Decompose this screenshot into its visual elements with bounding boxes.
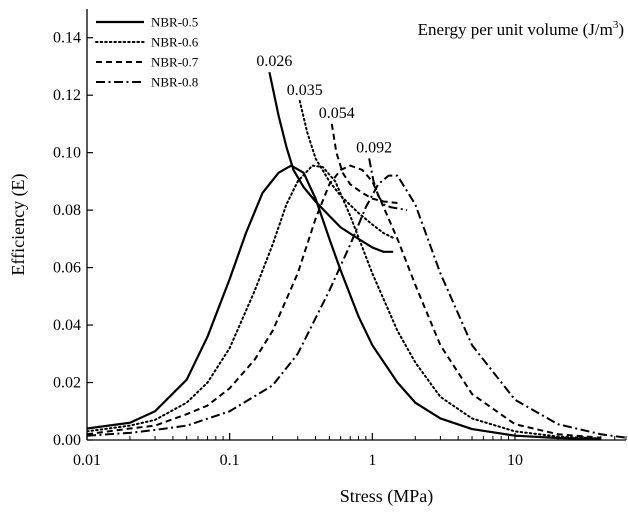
energy-annotation: 0.092 [356,139,392,156]
legend-label: NBR-0.6 [151,35,199,50]
series-NBR-0.7-efficiency-line [87,164,601,439]
legend-label: NBR-0.7 [151,55,199,70]
energy-annotation: 0.035 [287,82,323,99]
energy-annotation: 0.026 [256,53,292,70]
legend-label: NBR-0.5 [151,15,198,30]
series-NBR-0.6-efficiency-line [87,164,602,440]
y-tick-label: 0.08 [53,202,81,219]
y-tick-label: 0.12 [53,87,81,104]
series-NBR-0.6-energy-line [298,99,397,240]
y-tick-label: 0.10 [53,145,81,162]
y-axis-title: Efficiency (E) [8,173,29,275]
x-tick-label: 0.1 [220,452,240,469]
series-NBR-0.8-efficiency-line [87,174,626,439]
y-tick-label: 0.02 [53,375,81,392]
x-axis-title: Stress (MPa) [340,486,434,507]
series-NBR-0.5-energy-line [268,71,394,253]
series-NBR-0.7-energy-line [330,123,398,204]
legend-label: NBR-0.8 [151,75,198,90]
energy-legend-title: Energy per unit volume (J/m3) [418,19,624,39]
x-tick-label: 10 [507,452,523,469]
series-NBR-0.8-energy-line [368,158,408,212]
x-tick-label: 0.01 [73,452,101,469]
y-tick-label: 0.04 [53,317,81,334]
y-tick-label: 0.06 [53,260,81,277]
series-NBR-0.5-efficiency-line [87,164,601,440]
energy-annotation: 0.054 [319,105,355,122]
x-tick-label: 1 [368,452,376,469]
y-tick-label: 0.00 [53,432,81,449]
y-tick-label: 0.14 [53,30,81,47]
